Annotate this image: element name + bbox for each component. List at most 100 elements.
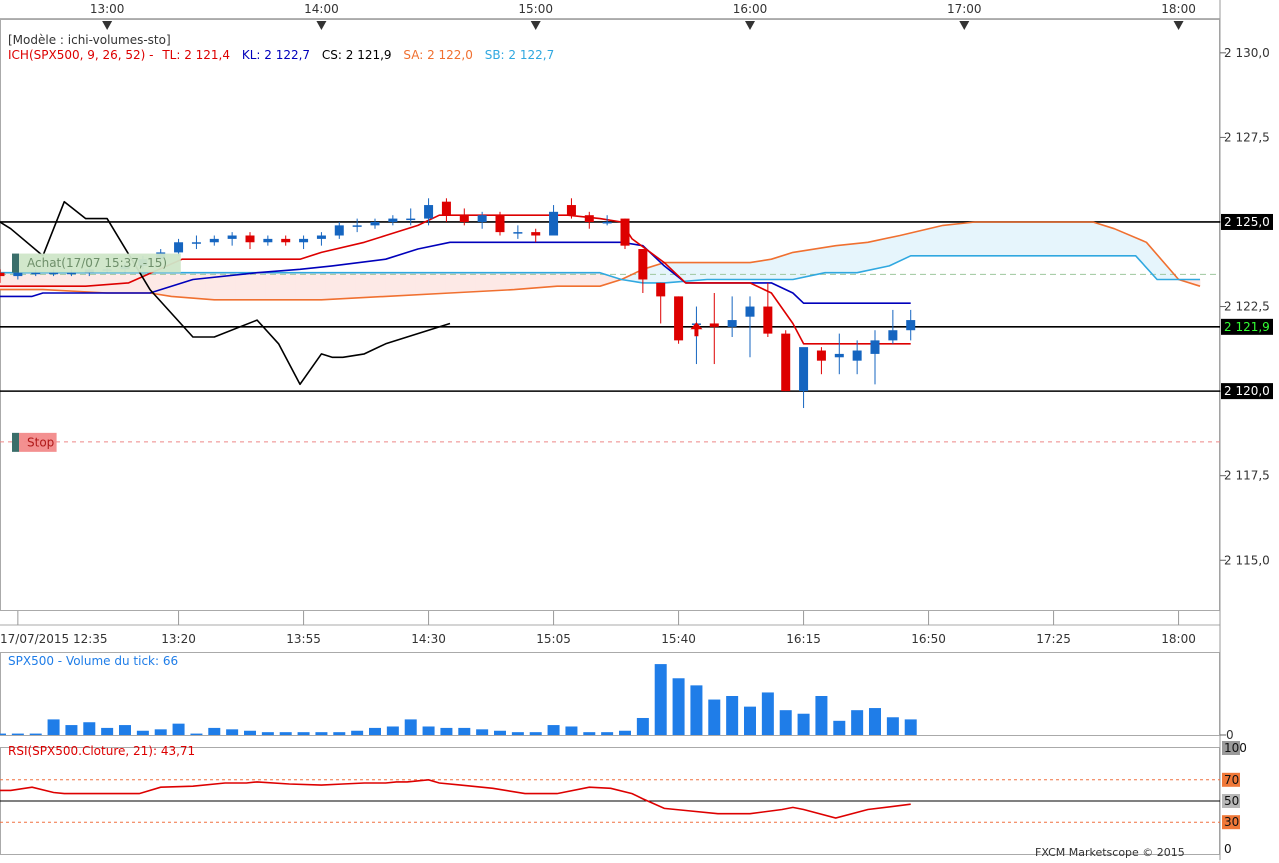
- cloud-segment: [201, 272, 207, 300]
- order-label-bg: [19, 432, 57, 452]
- axes: 13:00 14:00 15:00 16:00 17:00 18:00 17/07/2015…: [0, 2, 1273, 646]
- cloud-segment: [698, 262, 704, 281]
- cloud-segment: [3, 272, 9, 290]
- candle-body: [656, 282, 666, 297]
- volume-bar: [672, 678, 685, 735]
- signal-arrow-icon: [690, 322, 703, 337]
- cloud-segment: [723, 262, 729, 280]
- candle-body: [370, 221, 380, 226]
- cloud-segment: [826, 245, 832, 274]
- cloud-segment: [951, 223, 957, 257]
- cloud-segment: [848, 243, 854, 274]
- cloud-segment: [333, 272, 339, 300]
- price-label-bg: [1221, 383, 1273, 400]
- cloud-segment: [81, 272, 87, 293]
- candle-body: [334, 225, 344, 236]
- volume-bar: [297, 732, 310, 735]
- cloud-segment: [449, 272, 455, 294]
- cloud-segment: [282, 272, 288, 301]
- time-marker-triangle: [102, 21, 113, 30]
- volume-bar: [726, 696, 739, 735]
- order-label: Stop: [27, 435, 54, 449]
- candle-body: [513, 232, 523, 234]
- cloud-segment: [526, 272, 532, 289]
- time-marker-triangle: [959, 21, 970, 30]
- cloud-segment: [355, 272, 361, 299]
- cloud-segment: [899, 234, 905, 262]
- cloud-segment: [749, 261, 755, 280]
- cloud-segment: [903, 233, 909, 260]
- volume-bar: [386, 726, 399, 735]
- cloud-segment: [278, 272, 284, 301]
- cloud-segment: [895, 235, 901, 264]
- cloud-segment: [55, 272, 61, 291]
- x-tick-label: 15:05: [536, 632, 571, 646]
- cloud-segment: [933, 225, 939, 257]
- cloud-segment: [1011, 221, 1017, 257]
- volume-bar: [0, 733, 6, 735]
- cloud-segment: [886, 236, 892, 267]
- cloud-segment: [385, 272, 391, 297]
- volume-bar: [833, 720, 846, 735]
- cloud-segment: [1092, 221, 1098, 257]
- cloud-segment: [801, 250, 807, 279]
- volume-bar: [511, 732, 524, 735]
- order-label-bg: [19, 253, 181, 273]
- cloud-segment: [1131, 235, 1137, 257]
- volume-bar: [547, 725, 560, 735]
- volume-bar: [654, 664, 667, 735]
- candle-body: [281, 238, 291, 243]
- cloud-segment: [196, 272, 202, 300]
- candle-body: [888, 330, 898, 341]
- cloud-segment: [372, 272, 378, 298]
- cloud-segment: [111, 272, 117, 294]
- cloud-segment: [98, 272, 104, 294]
- volume-bar: [619, 730, 632, 735]
- cloud-segment: [329, 272, 335, 300]
- price-label: 2 125,0: [1224, 215, 1270, 229]
- cloud-segment: [273, 272, 279, 301]
- cloud-segment: [8, 272, 14, 290]
- volume-y-tick-label: 0: [1226, 728, 1234, 742]
- cloud-segment: [852, 243, 858, 274]
- candle-body: [245, 235, 255, 243]
- cloud-segment: [839, 244, 845, 274]
- volume-bar: [636, 717, 649, 735]
- volume-bar: [172, 723, 185, 735]
- cloud-segment: [106, 272, 112, 294]
- cloud-segment: [1083, 221, 1089, 257]
- cloud-segment: [792, 251, 798, 280]
- cloud-segment: [1113, 228, 1119, 257]
- cloud-segment: [809, 248, 815, 277]
- cloud-segment: [72, 272, 78, 292]
- cloud-segment: [321, 272, 327, 301]
- candle-body: [174, 242, 184, 253]
- cloud-segment: [993, 221, 999, 257]
- candle-body: [352, 225, 362, 227]
- cloud-segment: [976, 221, 982, 257]
- candle-body: [0, 272, 5, 277]
- cloud-segment: [291, 272, 297, 301]
- cloud-segment: [179, 272, 185, 298]
- x-tick-label: 14:30: [411, 632, 446, 646]
- cloud-segment: [63, 272, 69, 292]
- cloud-segment: [1101, 224, 1107, 257]
- cloud-segment: [419, 272, 425, 295]
- cloud-segment: [822, 246, 828, 274]
- candle-body: [906, 320, 916, 331]
- cloud-segment: [513, 272, 519, 290]
- cloud-segment: [1058, 221, 1064, 257]
- senkou-b-line: [0, 255, 1200, 284]
- cloud-segment: [753, 260, 759, 280]
- cloud-segment: [706, 262, 712, 280]
- cloud-segment: [1028, 221, 1034, 257]
- order-label: Achat(17/07 15:37,-15): [27, 256, 167, 270]
- time-marker-triangle: [1173, 21, 1184, 30]
- candle-body: [316, 235, 326, 239]
- cloud-segment: [248, 272, 254, 301]
- cloud-segment: [46, 272, 52, 291]
- candle-body: [441, 201, 451, 216]
- cloud-segment: [346, 272, 352, 299]
- volume-bar: [493, 730, 506, 735]
- legend-prefix: ICH(SPX500, 9, 26, 52) -: [8, 48, 154, 62]
